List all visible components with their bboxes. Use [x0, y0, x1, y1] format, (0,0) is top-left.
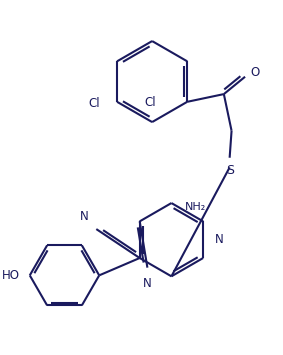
Text: NH₂: NH₂: [185, 202, 206, 212]
Text: N: N: [143, 277, 152, 290]
Text: S: S: [226, 164, 234, 176]
Text: HO: HO: [2, 269, 20, 282]
Text: Cl: Cl: [88, 97, 100, 110]
Text: O: O: [251, 66, 260, 80]
Text: N: N: [80, 210, 89, 223]
Text: Cl: Cl: [144, 95, 156, 109]
Text: N: N: [215, 233, 224, 246]
